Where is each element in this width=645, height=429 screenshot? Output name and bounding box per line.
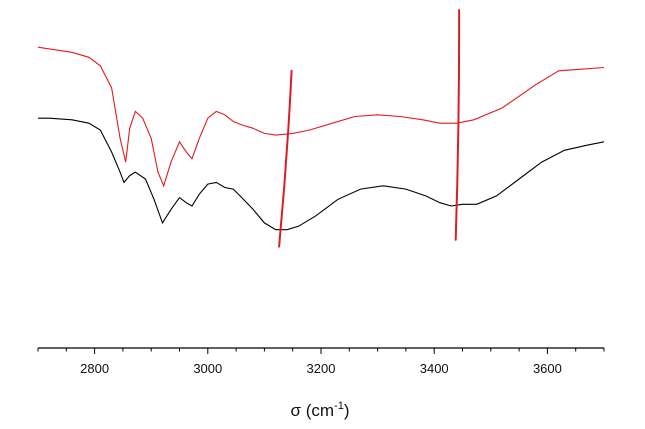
x-tick-label: 3400 [420,361,449,376]
x-axis-title-main: σ (cm [291,401,335,420]
plot-lines [37,46,605,231]
x-tick-label: 3600 [533,361,562,376]
x-tick-label: 3000 [193,361,222,376]
x-tick-label: 3200 [307,361,336,376]
spectrum-line-2 [38,117,605,231]
x-axis-ticks: 2800 3000 3200 3400 3600 [37,348,605,376]
marker-lines [278,9,461,248]
x-axis-title: σ (cm-1) [291,400,350,420]
x-axis: 2800 3000 3200 3400 3600 [37,347,605,376]
x-tick-label: 2800 [80,361,109,376]
x-axis-title-superscript: -1 [334,400,344,412]
x-axis-title-close: ) [344,401,350,420]
spectrum-line-1 [37,46,605,188]
marker-line-2 [454,9,461,241]
marker-line-1 [278,69,293,248]
